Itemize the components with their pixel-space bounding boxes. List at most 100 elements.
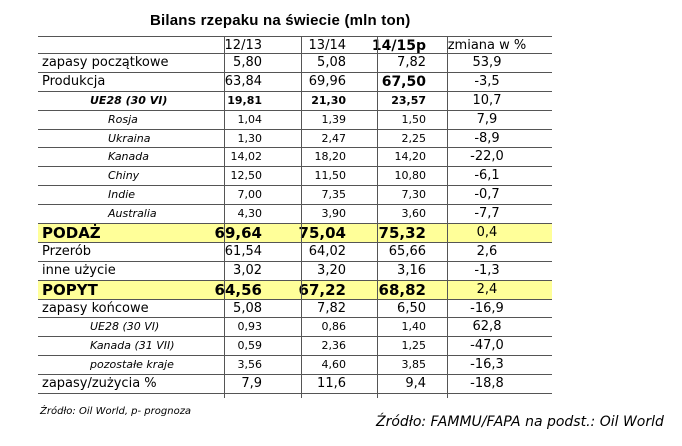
- table-row: pozostałe kraje 3,56 4,60 3,85 -16,3: [38, 356, 552, 376]
- row-value: 75,04: [298, 224, 346, 243]
- row-value: 23,57: [391, 93, 426, 107]
- table-row: Ukraina 1,30 2,47 2,25 -8,9: [38, 130, 552, 149]
- table-row: PODAŻ 69,64 75,04 75,32 0,4: [38, 224, 552, 243]
- row-value: 63,84: [224, 73, 262, 89]
- row-value: 11,6: [317, 376, 346, 392]
- row-value: 14,02: [230, 150, 263, 164]
- col-header-change: zmiana w %: [447, 38, 527, 53]
- col-header-1213: 12/13: [224, 38, 262, 53]
- row-value: 4,60: [321, 358, 347, 372]
- row-value: -8,9: [474, 130, 500, 146]
- row-value: 1,25: [401, 339, 427, 353]
- table-row: Produkcja 63,84 69,96 67,50 -3,5: [38, 73, 552, 92]
- row-value: 7,30: [401, 188, 427, 202]
- row-value: 2,47: [321, 131, 347, 145]
- col-header-1415p: 14/15p: [371, 38, 426, 54]
- row-value: 3,90: [321, 207, 347, 221]
- row-label: zapasy/zużycia %: [42, 376, 157, 392]
- table-row: inne użycie 3,02 3,20 3,16 -1,3: [38, 262, 552, 281]
- footnote: Źródło: Oil World, p- prognoza: [40, 406, 192, 417]
- row-value: 69,64: [214, 224, 262, 243]
- row-value: 69,96: [308, 73, 346, 89]
- row-value: 0,4: [476, 225, 498, 241]
- table-row: zapasy końcowe 5,08 7,82 6,50 -16,9: [38, 300, 552, 319]
- column-divider: [301, 36, 302, 398]
- table-header-row: 12/13 13/14 14/15p zmiana w %: [38, 36, 552, 54]
- col-header-1314: 13/14: [308, 38, 346, 53]
- row-label: UE28 (30 VI): [90, 320, 160, 334]
- row-value: 3,16: [397, 262, 426, 278]
- row-label: PODAŻ: [42, 224, 101, 243]
- row-value: 5,08: [317, 55, 346, 70]
- row-value: 14,20: [394, 150, 427, 164]
- row-label: Ukraina: [108, 131, 151, 145]
- row-value: 7,00: [237, 188, 263, 202]
- row-value: 4,30: [237, 207, 263, 221]
- row-value: 67,22: [298, 280, 346, 299]
- row-label: zapasy końcowe: [42, 300, 149, 316]
- row-value: 1,04: [237, 112, 263, 126]
- table-row: Rosja 1,04 1,39 1,50 7,9: [38, 111, 552, 130]
- row-value: 67,50: [381, 73, 426, 90]
- row-value: 11,50: [314, 169, 347, 183]
- row-value: 18,20: [314, 150, 347, 164]
- row-value: 62,8: [472, 319, 502, 335]
- table-row: Australia 4,30 3,90 3,60 -7,7: [38, 205, 552, 225]
- row-label: Australia: [108, 207, 157, 221]
- row-value: 10,7: [472, 92, 502, 108]
- row-value: 12,50: [230, 169, 263, 183]
- row-value: 7,9: [241, 376, 262, 392]
- row-value: 5,08: [233, 300, 262, 316]
- row-value: 3,20: [317, 262, 346, 278]
- row-label: Indie: [108, 188, 136, 202]
- row-value: 21,30: [311, 93, 346, 107]
- row-value: 64,56: [214, 280, 262, 299]
- row-label: Rosja: [108, 112, 138, 126]
- row-value: -18,8: [470, 376, 504, 392]
- row-value: 7,35: [321, 188, 347, 202]
- row-label: Kanada: [108, 150, 149, 164]
- row-value: 0,59: [237, 339, 263, 353]
- row-value: 6,50: [397, 300, 426, 316]
- row-value: 68,82: [378, 280, 426, 299]
- row-value: 1,39: [321, 112, 347, 126]
- row-value: 7,82: [317, 300, 346, 316]
- row-value: 53,9: [472, 55, 502, 70]
- table-row: Indie 7,00 7,35 7,30 -0,7: [38, 186, 552, 206]
- row-value: 75,32: [378, 224, 426, 243]
- row-value: -6,1: [474, 168, 500, 184]
- row-value: 7,82: [397, 55, 426, 70]
- row-value: 10,80: [394, 169, 427, 183]
- row-value: 1,30: [237, 131, 263, 145]
- row-label: UE28 (30 VI): [90, 93, 168, 107]
- row-value: -22,0: [470, 149, 504, 165]
- row-value: 61,54: [224, 243, 262, 259]
- table-row: Przerób 61,54 64,02 65,66 2,6: [38, 243, 552, 262]
- row-value: 0,93: [237, 320, 263, 334]
- row-label: Przerób: [42, 243, 92, 259]
- row-label: Kanada (31 VII): [90, 339, 175, 353]
- row-value: 1,40: [401, 320, 427, 334]
- row-value: 2,4: [476, 281, 498, 297]
- row-label: Produkcja: [42, 73, 106, 89]
- row-value: -1,3: [474, 262, 500, 278]
- table-row: zapasy początkowe 5,80 5,08 7,82 53,9: [38, 54, 552, 73]
- row-value: 3,56: [237, 358, 263, 372]
- row-value: 9,4: [405, 376, 426, 392]
- table-row: UE28 (30 VI) 19,81 21,30 23,57 10,7: [38, 92, 552, 111]
- row-value: 3,02: [233, 262, 262, 278]
- row-value: 7,9: [476, 111, 498, 127]
- row-value: 5,80: [233, 55, 262, 70]
- table-row: UE28 (30 VI) 0,93 0,86 1,40 62,8: [38, 318, 552, 338]
- row-label: Chiny: [108, 169, 140, 183]
- table-row: Kanada 14,02 18,20 14,20 -22,0: [38, 148, 552, 168]
- row-value: 65,66: [388, 243, 426, 259]
- source-caption: Źródło: FAMMU/FAPA na podst.: Oil World: [376, 414, 664, 430]
- row-value: -47,0: [470, 338, 504, 354]
- column-divider: [224, 36, 225, 398]
- table-title: Bilans rzepaku na świecie (mln ton): [150, 12, 411, 29]
- row-value: 2,25: [401, 131, 427, 145]
- row-value: 64,02: [308, 243, 346, 259]
- row-value: -16,3: [470, 357, 504, 373]
- row-value: 3,85: [401, 358, 427, 372]
